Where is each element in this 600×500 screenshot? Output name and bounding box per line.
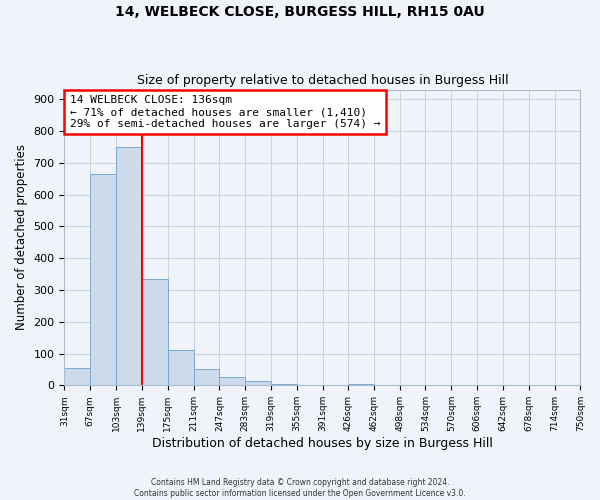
Text: 14, WELBECK CLOSE, BURGESS HILL, RH15 0AU: 14, WELBECK CLOSE, BURGESS HILL, RH15 0A… (115, 5, 485, 19)
Title: Size of property relative to detached houses in Burgess Hill: Size of property relative to detached ho… (137, 74, 508, 87)
Y-axis label: Number of detached properties: Number of detached properties (15, 144, 28, 330)
Bar (194, 369, 220, 386)
Bar (245, 380, 271, 386)
Text: Contains HM Land Registry data © Crown copyright and database right 2024.
Contai: Contains HM Land Registry data © Crown c… (134, 478, 466, 498)
Text: 14 WELBECK CLOSE: 136sqm
← 71% of detached houses are smaller (1,410)
29% of sem: 14 WELBECK CLOSE: 136sqm ← 71% of detach… (70, 96, 380, 128)
Bar (142, 279, 168, 386)
Bar (90, 174, 116, 386)
Bar (348, 384, 374, 386)
X-axis label: Distribution of detached houses by size in Burgess Hill: Distribution of detached houses by size … (152, 437, 493, 450)
Bar (116, 147, 142, 386)
Bar (168, 350, 194, 386)
Bar (220, 377, 245, 386)
Bar (271, 384, 297, 386)
Bar (64, 368, 90, 386)
